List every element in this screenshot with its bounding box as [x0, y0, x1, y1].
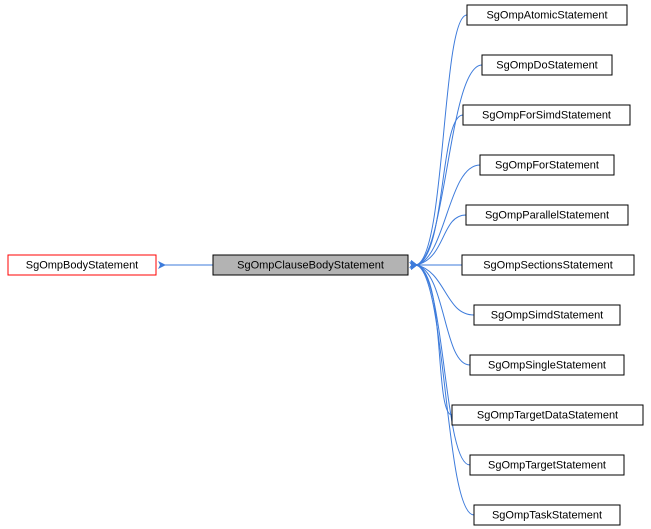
node-n2[interactable]: SgOmpForSimdStatement: [463, 105, 630, 125]
node-label: SgOmpSimdStatement: [491, 309, 604, 321]
node-label: SgOmpSectionsStatement: [483, 259, 613, 271]
node-n8[interactable]: SgOmpTargetDataStatement: [452, 405, 643, 425]
node-label: SgOmpSingleStatement: [488, 359, 606, 371]
edge: [416, 265, 470, 365]
node-label: SgOmpForStatement: [495, 159, 599, 171]
node-n7[interactable]: SgOmpSingleStatement: [470, 355, 624, 375]
node-label: SgOmpClauseBodyStatement: [237, 259, 384, 271]
node-n9[interactable]: SgOmpTargetStatement: [470, 455, 624, 475]
node-n4[interactable]: SgOmpParallelStatement: [466, 205, 628, 225]
node-label: SgOmpTaskStatement: [492, 509, 602, 521]
node-n5[interactable]: SgOmpSectionsStatement: [462, 255, 634, 275]
node-label: SgOmpBodyStatement: [26, 259, 139, 271]
edge: [416, 15, 467, 265]
node-base[interactable]: SgOmpBodyStatement: [8, 255, 156, 275]
edge: [416, 265, 470, 465]
node-n6[interactable]: SgOmpSimdStatement: [474, 305, 620, 325]
edge: [416, 265, 452, 415]
node-center[interactable]: SgOmpClauseBodyStatement: [213, 255, 408, 275]
node-label: SgOmpParallelStatement: [485, 209, 609, 221]
inheritance-diagram: SgOmpBodyStatement SgOmpClauseBodyStateme…: [0, 0, 651, 529]
nodes: SgOmpBodyStatement SgOmpClauseBodyStateme…: [8, 5, 643, 525]
node-label: SgOmpDoStatement: [496, 59, 598, 71]
node-label: SgOmpAtomicStatement: [486, 9, 607, 21]
node-n3[interactable]: SgOmpForStatement: [480, 155, 614, 175]
node-label: SgOmpForSimdStatement: [482, 109, 611, 121]
node-n10[interactable]: SgOmpTaskStatement: [474, 505, 620, 525]
edge: [416, 265, 474, 515]
node-n1[interactable]: SgOmpDoStatement: [482, 55, 612, 75]
edge: [416, 65, 482, 265]
node-label: SgOmpTargetStatement: [488, 459, 606, 471]
node-label: SgOmpTargetDataStatement: [477, 409, 618, 421]
node-n0[interactable]: SgOmpAtomicStatement: [467, 5, 627, 25]
